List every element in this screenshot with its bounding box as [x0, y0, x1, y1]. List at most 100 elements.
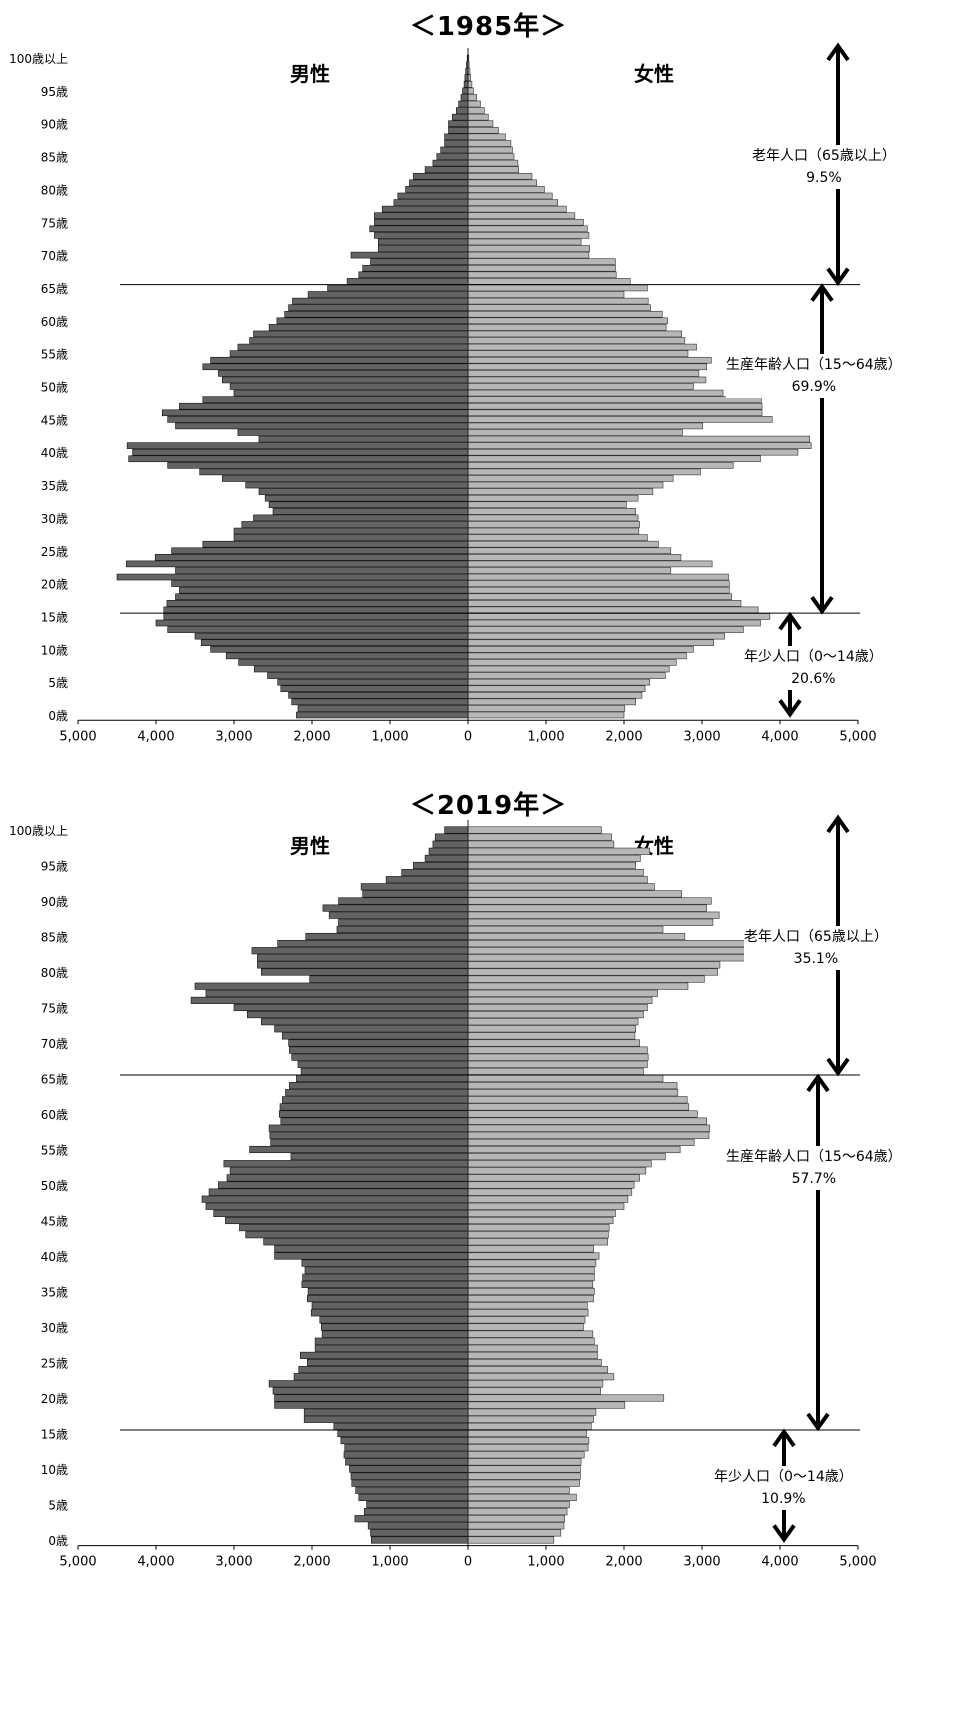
- age-tick-label: 100歳以上: [9, 824, 68, 838]
- male-bar: [223, 1160, 469, 1168]
- male-bar: [444, 140, 469, 147]
- female-bar: [467, 1089, 679, 1097]
- female-bar: [467, 271, 617, 279]
- male-bar: [155, 619, 469, 627]
- working-pct: 57.7%: [791, 1171, 837, 1187]
- male-bar: [310, 1309, 469, 1317]
- elderly-pct: 35.1%: [793, 951, 839, 967]
- male-bar: [333, 1422, 469, 1430]
- male-bar: [175, 593, 469, 601]
- female-bar: [467, 619, 761, 627]
- male-bar: [289, 1046, 469, 1054]
- female-bar: [467, 847, 651, 855]
- female-bar: [467, 429, 683, 436]
- age-tick-label: 20歳: [41, 578, 68, 592]
- female-bar: [467, 1259, 597, 1267]
- male-bar: [424, 854, 469, 862]
- female-bar: [467, 100, 481, 108]
- female-bar: [467, 606, 759, 614]
- female-bar: [467, 481, 664, 489]
- male-bar: [432, 159, 469, 167]
- female-bar: [467, 996, 653, 1004]
- male-bar: [319, 1316, 469, 1324]
- female-bar: [467, 376, 707, 384]
- male-bar: [434, 833, 469, 841]
- male-bar: [246, 1011, 469, 1019]
- male-bar: [350, 251, 469, 259]
- age-tick-label: 70歳: [41, 1037, 68, 1051]
- female-bar: [467, 1287, 595, 1296]
- age-tick-label: 60歳: [41, 315, 68, 329]
- female-bar: [467, 954, 775, 962]
- female-bar: [467, 1067, 644, 1075]
- male-bar: [444, 826, 469, 834]
- female-bar: [467, 1053, 649, 1061]
- age-tick-label: 40歳: [41, 446, 68, 460]
- female-bar: [467, 291, 625, 298]
- male-bar: [210, 356, 469, 364]
- youth-group-1985: 年少人口（0～14歳） 20.6%: [744, 646, 883, 690]
- male-bar: [260, 968, 469, 976]
- male-bar: [293, 1373, 469, 1381]
- female-bar: [467, 1316, 586, 1324]
- working-label: 生産年齢人口（15～64歳）: [726, 357, 902, 373]
- working-arrow: [806, 1073, 830, 1432]
- male-bar: [258, 435, 469, 443]
- male-bar: [233, 527, 469, 535]
- male-bar: [218, 370, 469, 377]
- x-tick-label: 1,000: [371, 729, 408, 744]
- female-bar: [467, 547, 672, 555]
- male-bar: [311, 1302, 469, 1310]
- female-bar: [467, 685, 646, 693]
- male-bar: [222, 475, 469, 482]
- male-bar: [154, 554, 469, 561]
- male-bar: [292, 297, 469, 305]
- female-bar: [467, 218, 584, 226]
- male-bar: [358, 1493, 469, 1501]
- elderly-arrow-head-down: [826, 1057, 850, 1077]
- female-bar: [467, 153, 515, 160]
- age-tick-label: 5歳: [48, 1499, 68, 1513]
- male-bar: [405, 186, 469, 193]
- age-tick-label: 50歳: [41, 1179, 68, 1193]
- male-bar: [263, 1238, 469, 1246]
- female-bar: [467, 455, 761, 463]
- youth-group-2019: 年少人口（0～14歳） 10.9%: [714, 1466, 853, 1510]
- female-bar: [467, 297, 649, 305]
- male-bar: [385, 876, 469, 884]
- male-bar: [268, 324, 469, 331]
- female-bar: [467, 126, 499, 134]
- female-bar: [467, 317, 668, 325]
- male-bar: [194, 632, 469, 640]
- male-label-2019: 男性: [290, 834, 330, 858]
- male-bar: [116, 573, 469, 581]
- male-bar: [190, 996, 469, 1004]
- working-group-1985: 生産年齢人口（15～64歳） 69.9%: [726, 354, 902, 398]
- female-bar: [467, 304, 651, 311]
- female-bar: [467, 1181, 635, 1189]
- female-bar: [467, 1046, 648, 1054]
- working-arrow-head-down: [806, 1412, 830, 1432]
- male-bar: [264, 494, 469, 502]
- x-tick-label: 0: [464, 729, 472, 744]
- female-bar: [467, 632, 725, 640]
- male-bar: [349, 1465, 469, 1473]
- age-tick-label: 50歳: [41, 381, 68, 395]
- female-bar: [467, 1209, 616, 1217]
- male-bar: [268, 1380, 469, 1388]
- male-bar: [210, 646, 469, 653]
- female-bar: [467, 1131, 710, 1139]
- female-bar: [467, 278, 631, 285]
- female-bar: [467, 1216, 614, 1225]
- age-tick-label: 25歳: [41, 545, 68, 559]
- female-bar: [467, 1401, 626, 1409]
- male-bar: [344, 1444, 469, 1452]
- female-bar: [467, 1302, 588, 1310]
- female-bar: [467, 1422, 592, 1430]
- female-bar: [467, 1039, 640, 1047]
- female-bar: [467, 370, 700, 377]
- female-bar: [467, 665, 670, 673]
- male-bar: [290, 1153, 469, 1161]
- male-bar: [328, 911, 469, 919]
